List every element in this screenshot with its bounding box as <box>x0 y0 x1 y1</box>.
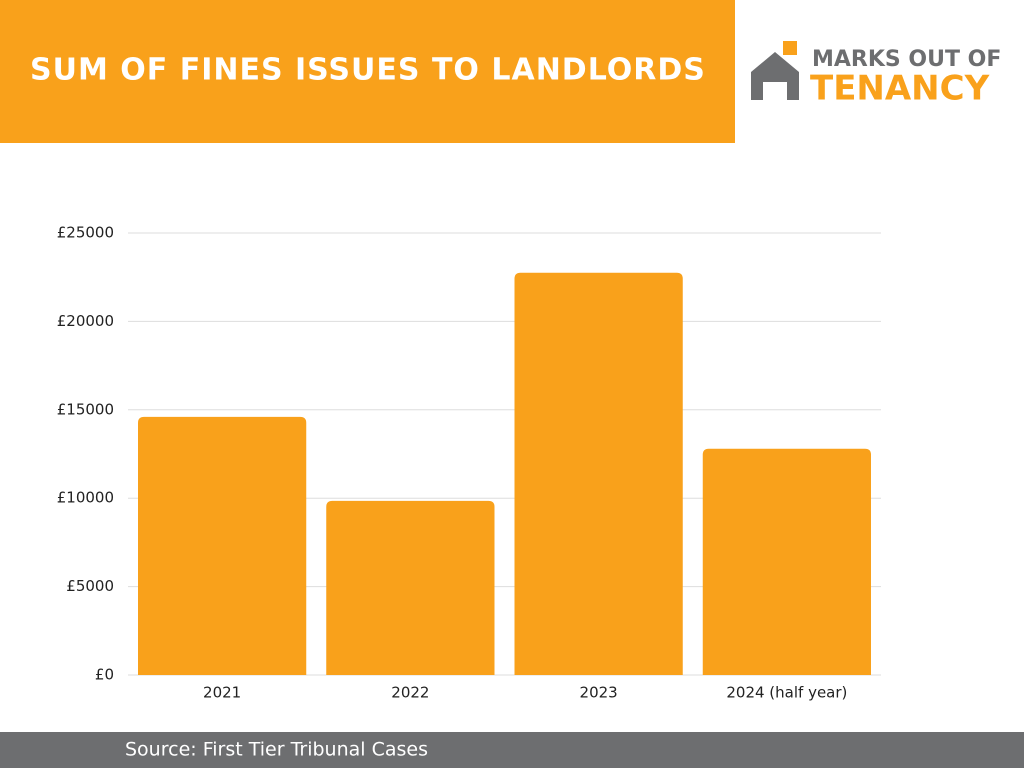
source-note: Source: First Tier Tribunal Cases <box>125 739 428 761</box>
y-tick-label: £5000 <box>66 577 114 595</box>
y-tick-label: £25000 <box>57 224 114 242</box>
logo: MARKS OUT OF TENANCY <box>751 41 1001 109</box>
footer-band <box>0 732 1024 768</box>
bar <box>326 500 495 675</box>
x-tick-label: 2021 <box>203 684 241 702</box>
y-tick-label: £15000 <box>57 400 114 418</box>
chart-title: SUM OF FINES ISSUES TO LANDLORDS <box>30 53 706 88</box>
x-tick-label: 2023 <box>580 684 618 702</box>
logo-line1: MARKS OUT OF <box>812 47 1001 72</box>
y-tick-label: £10000 <box>57 489 114 507</box>
logo-line2: TENANCY <box>810 69 990 109</box>
header-band <box>0 0 735 143</box>
y-tick-label: £0 <box>95 666 114 684</box>
logo-house <box>751 52 799 100</box>
x-tick-label: 2022 <box>391 684 429 702</box>
bar <box>138 416 307 675</box>
x-tick-label: 2024 (half year) <box>726 684 847 702</box>
bar <box>514 272 683 675</box>
logo-star <box>783 41 797 55</box>
y-tick-label: £20000 <box>57 312 114 330</box>
bar <box>702 448 871 675</box>
